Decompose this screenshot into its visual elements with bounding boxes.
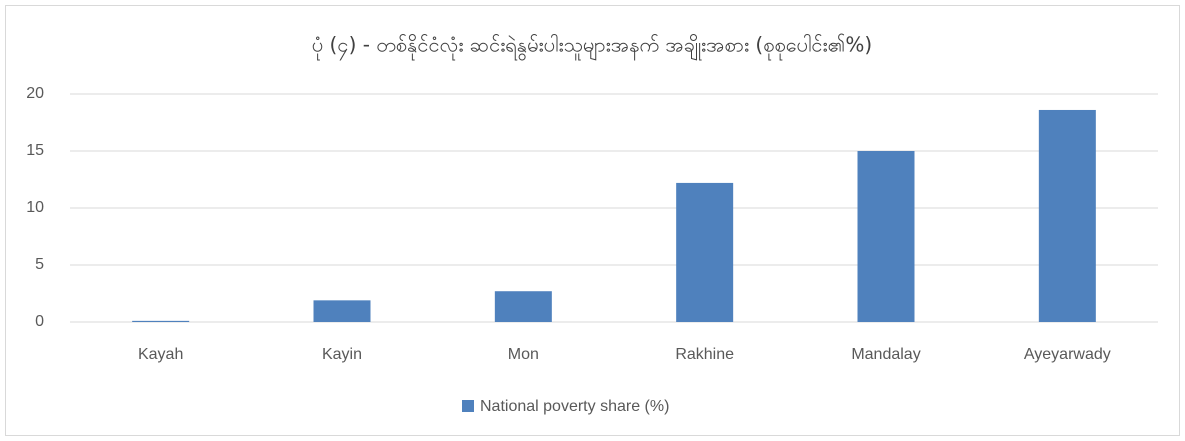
bar (313, 300, 371, 322)
bar (676, 182, 734, 322)
bar (1038, 109, 1096, 323)
bar (132, 320, 190, 322)
y-tick-label: 5 (35, 256, 44, 273)
legend-label: National poverty share (%) (480, 398, 669, 415)
x-tick-label: Ayeyarwady (1024, 346, 1111, 363)
x-tick-label: Kayin (322, 346, 362, 363)
chart-border (5, 5, 1180, 436)
legend-swatch (462, 400, 474, 412)
y-tick-label: 10 (26, 199, 44, 216)
x-tick-label: Mandalay (851, 346, 920, 363)
x-tick-label: Rakhine (675, 346, 734, 363)
y-tick-label: 15 (26, 142, 44, 159)
x-tick-label: Kayah (138, 346, 183, 363)
chart-title: ပုံ (၄) - တစ်နိုင်ငံလုံး ဆင်းရဲနွမ်းပါးသ… (312, 33, 872, 61)
y-tick-label: 0 (35, 313, 44, 330)
bar (857, 151, 915, 322)
y-tick-label: 20 (26, 85, 44, 102)
x-tick-label: Mon (508, 346, 539, 363)
bar (494, 291, 552, 322)
